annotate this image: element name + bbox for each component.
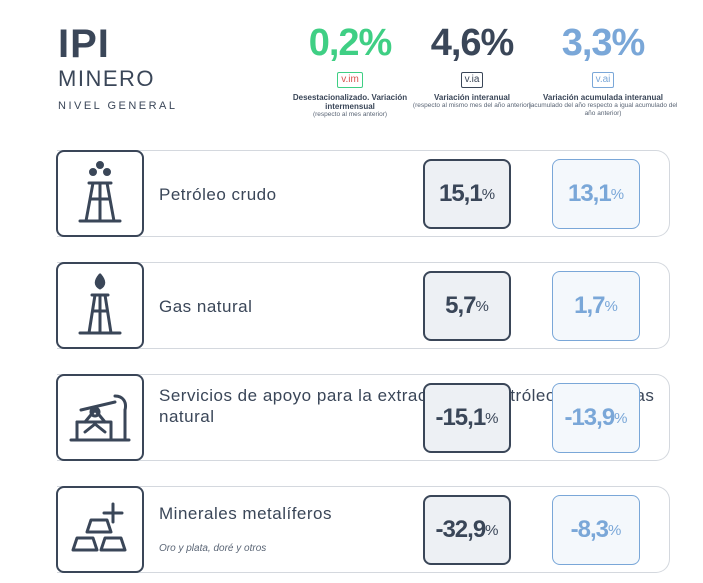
percent-sign: % xyxy=(485,409,499,427)
percent-sign: % xyxy=(614,409,628,427)
interannual-value: -32,9 xyxy=(435,516,486,543)
metric-label: Desestacionalizado. Variación intermensu… xyxy=(292,93,408,111)
interannual-value-box: 15,1% xyxy=(423,159,511,229)
row-label: Gas natural xyxy=(159,297,253,316)
metric-note: (acumulado del año respecto a igual acum… xyxy=(528,102,678,117)
interannual-value-box: 5,7% xyxy=(423,271,511,341)
metric-tag: v.ai xyxy=(591,72,615,88)
row-gas-natural: Gas natural 5,7% 1,7% xyxy=(56,262,670,349)
row-label: Petróleo crudo xyxy=(159,185,277,204)
metric-note: (respecto al mismo mes del año anterior) xyxy=(412,102,532,109)
gas-flame-tower-icon xyxy=(56,262,144,349)
accumulated-value: -13,9 xyxy=(564,404,615,431)
oil-derrick-icon xyxy=(56,150,144,237)
page-subtitle: MINERO xyxy=(58,66,155,91)
metric-tag: v.im xyxy=(337,72,363,88)
interannual-value: 5,7 xyxy=(445,292,476,319)
metric-tag: v.ia xyxy=(460,72,484,88)
metric-interannual: 4,6% v.ia Variación interanual (respecto… xyxy=(412,20,532,110)
interannual-value-box: -32,9% xyxy=(423,495,511,565)
metric-intermonthly: 0,2% v.im Desestacionalizado. Variación … xyxy=(280,20,420,119)
row-note: Oro y plata, doré y otros xyxy=(159,543,267,554)
page-level: NIVEL GENERAL xyxy=(58,100,178,112)
interannual-value-box: -15,1% xyxy=(423,383,511,453)
accumulated-value-box: -8,3% xyxy=(552,495,640,565)
gold-bars-icon xyxy=(56,486,144,573)
metric-label: Variación acumulada interanual xyxy=(542,93,664,102)
accumulated-value: -8,3 xyxy=(570,516,609,543)
metric-value: 0,2% xyxy=(308,22,393,64)
row-servicios-apoyo: Servicios de apoyo para la extracción de… xyxy=(56,374,670,461)
row-minerales-metaliferos: Minerales metalíferos Oro y plata, doré … xyxy=(56,486,670,573)
row-petroleo-crudo: Petróleo crudo 15,1% 13,1% xyxy=(56,150,670,237)
accumulated-value-box: 1,7% xyxy=(552,271,640,341)
interannual-value: -15,1 xyxy=(435,404,486,431)
percent-sign: % xyxy=(485,521,499,539)
metric-value: 4,6% xyxy=(430,22,515,64)
percent-sign: % xyxy=(610,185,625,203)
percent-sign: % xyxy=(481,185,496,203)
accumulated-value-box: 13,1% xyxy=(552,159,640,229)
accumulated-value: 13,1 xyxy=(567,180,612,207)
metric-label: Variación interanual xyxy=(433,93,511,102)
pumpjack-icon xyxy=(56,374,144,461)
metric-accumulated: 3,3% v.ai Variación acumulada interanual… xyxy=(528,20,678,118)
row-label: Servicios de apoyo para la extracción de… xyxy=(159,386,655,426)
percent-sign: % xyxy=(475,297,489,315)
metric-value: 3,3% xyxy=(561,22,646,64)
interannual-value: 15,1 xyxy=(438,180,483,207)
metric-note: (respecto al mes anterior) xyxy=(312,111,388,118)
accumulated-value: 1,7 xyxy=(574,292,605,319)
percent-sign: % xyxy=(604,297,618,315)
row-label: Minerales metalíferos xyxy=(159,504,333,523)
accumulated-value-box: -13,9% xyxy=(552,383,640,453)
page-title: IPI xyxy=(58,22,110,66)
percent-sign: % xyxy=(608,521,622,539)
brand-block: IPI MINERO NIVEL GENERAL xyxy=(58,24,178,112)
